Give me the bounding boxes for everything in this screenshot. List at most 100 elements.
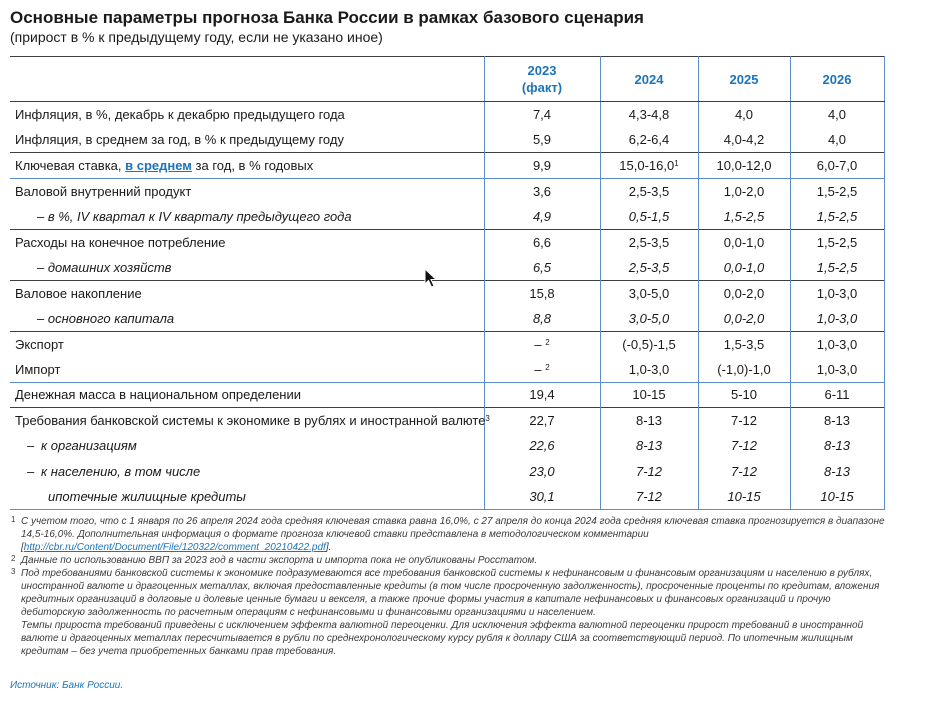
cell-2026: 4,0 — [790, 127, 885, 153]
cell-2025: 1,5-2,5 — [698, 203, 791, 229]
row-fixed-capital: – основного капитала 8,8 3,0-5,0 0,0-2,0… — [10, 305, 885, 331]
cell-2023: 23,0 — [483, 458, 601, 484]
cell-2026: 1,5-2,5 — [790, 228, 885, 255]
cell-2024: 7-12 — [600, 458, 699, 484]
footnote-1-mark: 1 — [11, 515, 16, 524]
cell-2024: 15,0-16,01 — [600, 152, 699, 178]
row-label-text: Требования банковской системы к экономик… — [15, 413, 486, 428]
cell-2023: 8,8 — [483, 305, 601, 331]
cell-2024: 3,0-5,0 — [600, 279, 699, 306]
row-dash: – — [27, 438, 35, 454]
row-bank-claims: Требования банковской системы к экономик… — [10, 407, 885, 433]
cell-2023: 15,8 — [483, 279, 601, 306]
cell-2024: 2,5-3,5 — [600, 228, 699, 255]
cell-2023: 4,9 — [483, 203, 601, 229]
row-dash: – — [27, 463, 35, 479]
row-inflation-avg: Инфляция, в среднем за год, в % к предыд… — [10, 127, 885, 153]
cell-2024: 2,5-3,5 — [600, 254, 699, 280]
row-label: – к населению, в том числе — [10, 459, 484, 485]
footnote-2-text: Данные по использованию ВВП за 2023 год … — [21, 555, 538, 566]
cell-2024: 7-12 — [600, 484, 699, 510]
row-export: Экспорт – 2 (-0,5)-1,5 1,5-3,5 1,0-3,0 — [10, 330, 885, 357]
cell-2023: – 2 — [483, 330, 601, 357]
row-label: Требования банковской системы к экономик… — [10, 407, 490, 433]
footnote-2-mark: 2 — [11, 554, 16, 563]
cell-2025: 4,0 — [698, 101, 791, 127]
header-2025: 2025 — [698, 56, 791, 102]
cell-2025: 4,0-4,2 — [698, 127, 791, 153]
cell-2023: 9,9 — [483, 152, 601, 178]
footnote-2: 2 Данные по использованию ВВП за 2023 год… — [10, 554, 886, 567]
cell-2024: 8-13 — [600, 407, 699, 433]
row-label: – домашних хозяйств — [37, 259, 172, 275]
cell-2025: 7-12 — [698, 407, 791, 433]
cell-2025: 10,0-12,0 — [698, 152, 791, 178]
cell-2024: 2,5-3,5 — [600, 177, 699, 204]
row-label-post: за год, в % годовых — [191, 157, 314, 173]
footnotes: 1 С учетом того, что с 1 января по 26 апр… — [10, 515, 886, 658]
mouse-pointer-icon — [424, 268, 438, 288]
cell-2023: 3,6 — [483, 177, 601, 204]
cell-2023: 30,1 — [483, 484, 601, 510]
cell-2025: (-1,0)-1,0 — [698, 356, 791, 382]
table-title: Основные параметры прогноза Банка России… — [10, 8, 644, 27]
row-label: – к организациям — [10, 433, 484, 459]
cell-2025: 7-12 — [698, 458, 791, 484]
source-note: Источник: Банк России. — [10, 680, 124, 691]
cell-2026: 1,5-2,5 — [790, 254, 885, 280]
cell-2023: 6,5 — [483, 254, 601, 280]
cell-2026: 1,5-2,5 — [790, 177, 885, 204]
row-label-text: к населению, в том числе — [41, 463, 201, 479]
cell-2025: 5-10 — [698, 381, 791, 408]
row-claims-organizations: – к организациям 22,6 8-13 7-12 8-13 — [10, 433, 885, 459]
row-label: Расходы на конечное потребление — [10, 228, 484, 255]
table-subtitle: (прирост в % к предыдущему году, если не… — [10, 29, 383, 45]
cell-2025: 7-12 — [698, 433, 791, 459]
row-key-rate: Ключевая ставка, в среднем за год, в % г… — [10, 152, 885, 178]
footnote-ref-1: 1 — [674, 158, 679, 168]
cell-2023: – 2 — [483, 356, 601, 382]
header-2024: 2024 — [600, 56, 699, 102]
footnote-ref-2: 2 — [545, 362, 550, 372]
row-gross-accumulation: Валовое накопление 15,8 3,0-5,0 0,0-2,0 … — [10, 279, 885, 306]
cell-2025: 0,0-2,0 — [698, 279, 791, 306]
footnote-ref-3: 3 — [485, 414, 490, 423]
methodology-comment-link[interactable]: http://cbr.ru/Content/Document/File/1203… — [23, 542, 326, 553]
cell-2023: 22,6 — [483, 433, 601, 459]
header-2026: 2026 — [790, 56, 885, 102]
forecast-table: 2023 (факт) 2024 2025 2026 Инфляция, в %… — [10, 56, 885, 510]
cell-2025: 1,5-3,5 — [698, 330, 791, 357]
cell-2024: 8-13 — [600, 433, 699, 459]
cell-2026: 1,0-3,0 — [790, 356, 885, 382]
cell-2026: 1,5-2,5 — [790, 203, 885, 229]
footnote-3: 3 Под требованиями банковской системы к э… — [10, 567, 886, 619]
footnote-3-continued: Темпы прироста требований приведены с ис… — [21, 620, 864, 657]
footnote-1: 1 С учетом того, что с 1 января по 26 апр… — [10, 515, 886, 554]
header-2023-year: 2023 — [527, 63, 557, 78]
row-label: Денежная масса в национальном определени… — [10, 381, 484, 408]
cell-value: – — [534, 361, 542, 377]
cell-2025: 10-15 — [698, 484, 791, 510]
cell-2023: 19,4 — [483, 381, 601, 408]
row-label: Валовой внутренний продукт — [10, 177, 484, 204]
row-label-pre: Ключевая ставка, — [15, 157, 126, 173]
header-2023-note: (факт) — [521, 80, 563, 95]
cell-2023: 6,6 — [483, 228, 601, 255]
cell-value: – — [534, 336, 542, 352]
cell-2023: 5,9 — [483, 127, 601, 153]
cell-2024: 6,2-6,4 — [600, 127, 699, 153]
row-label-text: к организациям — [41, 438, 137, 454]
row-label: Ключевая ставка, в среднем за год, в % г… — [10, 152, 484, 178]
footnote-3-mark: 3 — [11, 567, 16, 576]
row-label: Валовое накопление — [10, 279, 484, 306]
cell-2024: 3,0-5,0 — [600, 305, 699, 331]
key-rate-average-link[interactable]: в среднем — [125, 157, 192, 173]
cell-2026: 6,0-7,0 — [790, 152, 885, 178]
row-gdp: Валовой внутренний продукт 3,6 2,5-3,5 1… — [10, 177, 885, 204]
row-label: – основного капитала — [37, 310, 175, 326]
row-label: – в %, IV квартал к IV кварталу предыдущ… — [37, 208, 352, 224]
footnote-1-text: С учетом того, что с 1 января по 26 апре… — [21, 516, 885, 553]
row-label: Импорт — [15, 361, 61, 377]
row-import: Импорт – 2 1,0-3,0 (-1,0)-1,0 1,0-3,0 — [10, 356, 885, 382]
row-consumption: Расходы на конечное потребление 6,6 2,5-… — [10, 228, 885, 255]
